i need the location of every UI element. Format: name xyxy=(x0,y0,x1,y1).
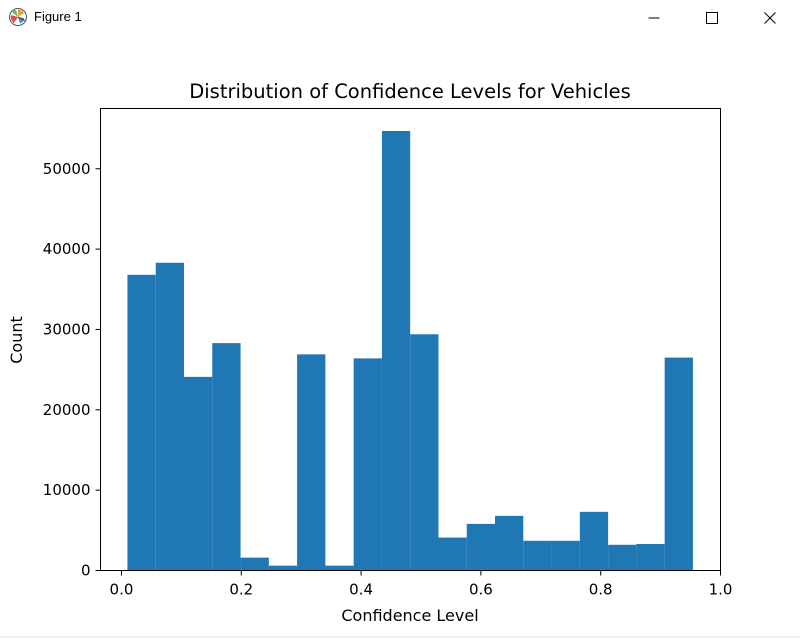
window-title: Figure 1 xyxy=(34,9,82,24)
maximize-icon xyxy=(706,12,718,24)
histogram-bar xyxy=(495,515,524,571)
histogram-bar xyxy=(184,376,213,571)
histogram-bar xyxy=(155,262,185,571)
x-tick-label: 1.0 xyxy=(709,581,733,599)
y-tick-label: 20000 xyxy=(43,401,91,419)
histogram-bar xyxy=(212,343,241,571)
y-axis-label: Count xyxy=(7,316,26,364)
window-titlebar: Figure 1 xyxy=(0,0,800,36)
histogram-bar xyxy=(353,358,382,571)
x-axis-label: Confidence Level xyxy=(341,606,478,625)
close-icon xyxy=(764,12,776,24)
minimize-icon xyxy=(648,17,660,19)
chart-title: Distribution of Confidence Levels for Ve… xyxy=(189,80,631,103)
histogram-bar xyxy=(325,565,354,571)
x-tick-label: 0.6 xyxy=(469,581,493,599)
histogram-bar xyxy=(608,544,637,571)
x-tick-label: 0.8 xyxy=(589,581,613,599)
x-tick-label: 0.2 xyxy=(229,581,253,599)
histogram-bar xyxy=(523,540,552,571)
x-tick-label: 0.0 xyxy=(110,581,134,599)
plot-frame xyxy=(100,108,721,571)
window-bottom-border xyxy=(0,636,800,638)
histogram-bar xyxy=(297,354,326,571)
minimize-button[interactable] xyxy=(625,0,683,36)
histogram-bar xyxy=(127,274,156,571)
x-tick-label: 0.4 xyxy=(349,581,373,599)
histogram-bar xyxy=(664,357,693,571)
histogram-bar xyxy=(438,537,467,571)
histogram-bar xyxy=(381,130,411,571)
figure-canvas: Distribution of Confidence Levels for Ve… xyxy=(0,36,800,636)
histogram-bar xyxy=(466,523,496,571)
maximize-button[interactable] xyxy=(683,0,741,36)
y-tick-label: 50000 xyxy=(43,160,91,178)
y-tick-label: 40000 xyxy=(43,240,91,258)
histogram-bars xyxy=(127,130,693,571)
histogram-bar xyxy=(268,565,298,571)
close-button[interactable] xyxy=(741,0,799,36)
histogram-chart: Distribution of Confidence Levels for Ve… xyxy=(7,80,733,625)
x-axis-ticks: 0.0 0.2 0.4 0.6 0.8 1.0 xyxy=(110,570,733,599)
y-axis-ticks: 0 10000 20000 30000 40000 50000 xyxy=(43,160,101,580)
histogram-bar xyxy=(579,511,609,571)
y-tick-label: 30000 xyxy=(43,320,91,338)
histogram-bar xyxy=(636,543,665,571)
histogram-bar xyxy=(410,334,439,571)
histogram-bar xyxy=(551,540,580,571)
histogram-bar xyxy=(240,557,269,571)
matplotlib-figure-icon xyxy=(9,8,27,26)
y-tick-label: 10000 xyxy=(43,481,91,499)
y-tick-label: 0 xyxy=(81,562,91,580)
